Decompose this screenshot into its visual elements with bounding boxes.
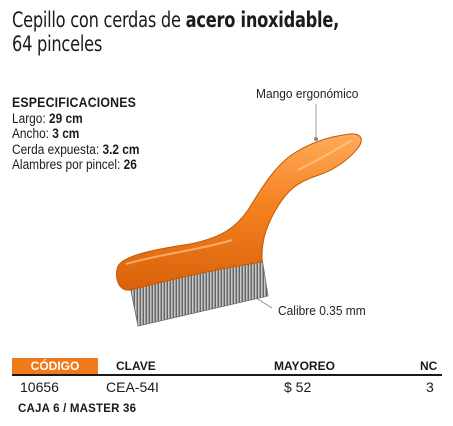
brush-handle [116,133,362,291]
handle-highlight [125,239,233,265]
table-header: CÓDIGO CLAVE MAYOREO NC [12,358,442,376]
cell-nc: 3 [426,379,434,395]
header-clave: CLAVE [116,359,156,373]
header-nc: NC [420,359,438,373]
price-table: CÓDIGO CLAVE MAYOREO NC 10656 CEA-54I $ … [12,358,442,396]
gauge-callout: Calibre 0.35 mm [278,303,366,318]
spec-label: Cerda expuesta: [12,141,103,157]
spec-cerda: Cerda expuesta: 3.2 cm [12,142,139,158]
header-codigo: CÓDIGO [12,358,98,374]
spec-alambres: Alambres por pincel: 26 [12,157,139,173]
spec-label: Alambres por pincel: [12,157,124,172]
title-part2: acero inoxidable, [185,8,340,32]
cell-mayoreo: $ 52 [284,379,312,395]
table-row: 10656 CEA-54I $ 52 3 [12,376,442,396]
spec-value: 3.2 cm [102,141,140,157]
title-line2: 64 pinceles [12,32,103,56]
product-title: Cepillo con cerdas de acero inoxidable, … [12,8,382,56]
spec-value: 3 cm [52,126,80,141]
handle-leader-dot [314,137,318,141]
handle-grip-ridge [297,139,353,171]
cell-codigo: 10656 [20,379,59,395]
spec-label: Ancho: [12,126,53,141]
spec-ancho: Ancho: 3 cm [12,126,139,142]
spec-value: 29 cm [48,110,83,126]
header-mayoreo: MAYOREO [274,359,335,373]
cell-clave: CEA-54I [106,379,159,395]
spec-largo: Largo: 29 cm [12,111,139,127]
packaging-info: CAJA 6 / MASTER 36 [18,403,137,415]
specifications: ESPECIFICACIONES Largo: 29 cm Ancho: 3 c… [12,94,139,173]
title-part1: Cepillo con cerdas de [12,8,186,32]
spec-value: 26 [123,157,137,172]
spec-label: Largo: [12,110,49,126]
handle-callout: Mango ergonómico [256,86,359,101]
specs-heading: ESPECIFICACIONES [12,94,136,110]
